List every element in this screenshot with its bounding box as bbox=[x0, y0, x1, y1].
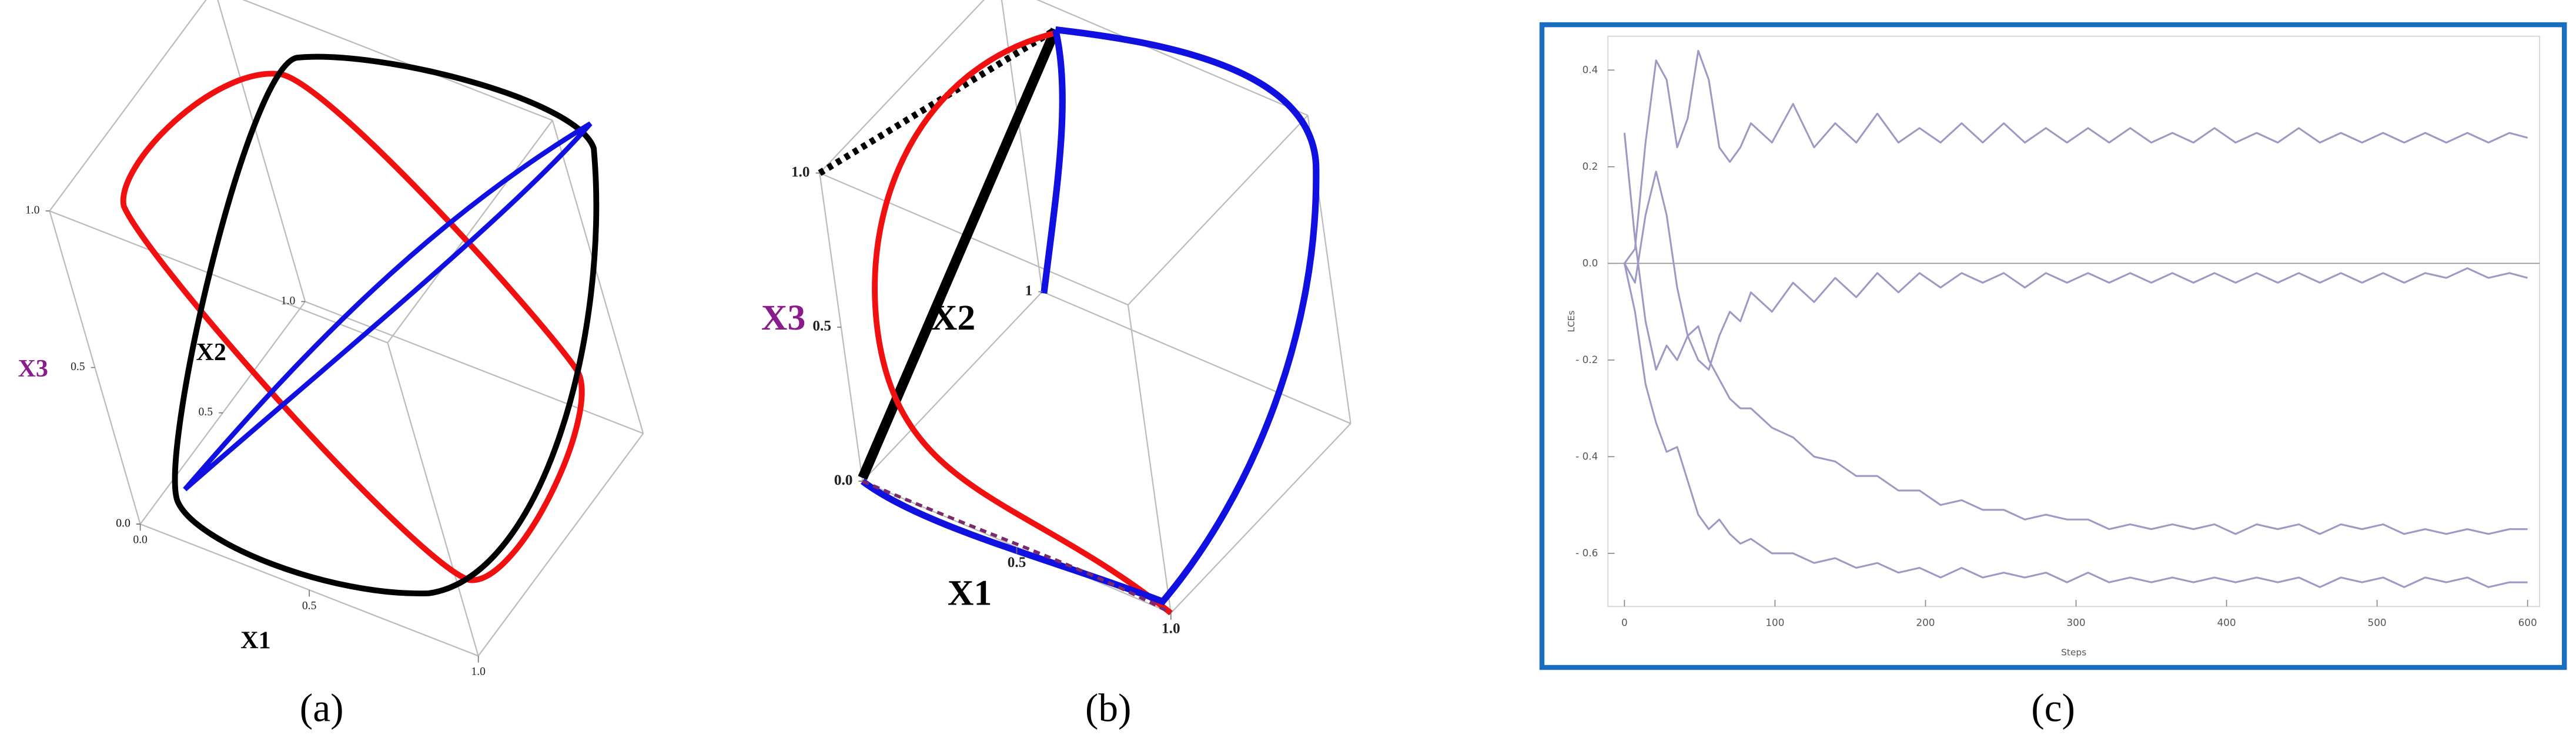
x-tick-label: 0 bbox=[1621, 616, 1628, 628]
tick-label: 0.5 bbox=[198, 406, 213, 418]
black-trajectory bbox=[858, 28, 1060, 480]
tick-label: 1.0 bbox=[281, 295, 296, 307]
box-edge bbox=[387, 120, 553, 344]
box-edge bbox=[387, 343, 479, 656]
x-tick-label: 500 bbox=[2368, 616, 2387, 628]
tick-label: 1.0 bbox=[471, 666, 486, 678]
box-edge bbox=[819, 0, 985, 174]
box-edge bbox=[242, 0, 553, 121]
red-trajectory bbox=[872, 30, 1173, 616]
x-tick-label: 600 bbox=[2518, 616, 2537, 628]
tick-label: 1.0 bbox=[791, 164, 810, 180]
tick-label: 0.0 bbox=[834, 472, 853, 488]
x-tick-label: 400 bbox=[2217, 616, 2236, 628]
series-line bbox=[1623, 263, 2528, 588]
box-edge bbox=[1127, 304, 1172, 613]
tick-label: 1.0 bbox=[25, 204, 40, 217]
y-tick-label: 0.2 bbox=[1583, 160, 1598, 172]
series-line bbox=[1623, 133, 2528, 535]
y-axis-label: LCEs bbox=[1566, 310, 1577, 332]
y-tick-label: - 0.2 bbox=[1575, 354, 1598, 365]
box-edge bbox=[819, 172, 1129, 306]
box-edge bbox=[477, 433, 644, 657]
tick-label: 0.0 bbox=[834, 472, 853, 488]
tick-label: 0.5 bbox=[812, 318, 831, 334]
box-edge bbox=[1042, 291, 1351, 424]
plot-area bbox=[1607, 35, 2541, 607]
box-edge bbox=[862, 291, 1043, 482]
tick-label: 0.5 bbox=[302, 600, 317, 612]
axis-label: X1 bbox=[240, 627, 270, 654]
axis-label: X3 bbox=[761, 298, 805, 338]
red-trajectory bbox=[120, 70, 585, 583]
box-edge bbox=[1001, 0, 1043, 292]
y-tick-label: 0.0 bbox=[1583, 257, 1598, 268]
box-edge bbox=[49, 0, 207, 212]
axis-label: X2 bbox=[196, 339, 226, 366]
box-edge bbox=[217, 0, 306, 302]
y-tick-label: 0.4 bbox=[1583, 63, 1598, 75]
x-tick-label: 300 bbox=[2066, 616, 2085, 628]
blue-trajectory bbox=[183, 121, 593, 492]
x-tick-label: 100 bbox=[1765, 616, 1784, 628]
axis-label: X2 bbox=[931, 298, 975, 338]
panel-c: - 0.6 - 0.4 - 0.2 0.0 0.2 0.4 0 100 200 300 400 500… bbox=[1539, 22, 2567, 730]
x-tick-label: 200 bbox=[1916, 616, 1935, 628]
tick-label: 0.0 bbox=[133, 534, 148, 546]
panel-frame bbox=[1539, 22, 2567, 670]
y-tick-label: - 0.4 bbox=[1575, 450, 1598, 462]
x-axis-label: Steps bbox=[2061, 647, 2086, 657]
box-edge bbox=[305, 301, 644, 434]
box-edge bbox=[1036, 0, 1309, 116]
caption: (b) bbox=[1085, 686, 1132, 730]
blue-trajectory bbox=[860, 26, 1320, 606]
tick-label: 1 bbox=[1025, 283, 1033, 298]
box-edge bbox=[49, 210, 388, 344]
black-trajectory bbox=[172, 53, 600, 596]
tick-label: 0.0 bbox=[116, 518, 131, 530]
black-dotted-trajectory bbox=[818, 26, 1058, 176]
tick-label: 1.0 bbox=[1162, 620, 1180, 636]
tick-label: 0.0 bbox=[116, 518, 131, 530]
box-edge bbox=[1128, 115, 1309, 306]
axis-label: X1 bbox=[948, 573, 992, 613]
axis-label: X3 bbox=[18, 355, 48, 382]
caption: (a) bbox=[300, 686, 344, 730]
y-tick-label: - 0.6 bbox=[1575, 547, 1598, 559]
series-line bbox=[1624, 49, 2528, 264]
box-edge bbox=[1170, 423, 1351, 614]
caption: (c) bbox=[2031, 686, 2075, 730]
tick-label: 0.5 bbox=[1008, 555, 1026, 570]
box-edge bbox=[551, 120, 644, 434]
tick-label: 0.5 bbox=[71, 361, 85, 373]
